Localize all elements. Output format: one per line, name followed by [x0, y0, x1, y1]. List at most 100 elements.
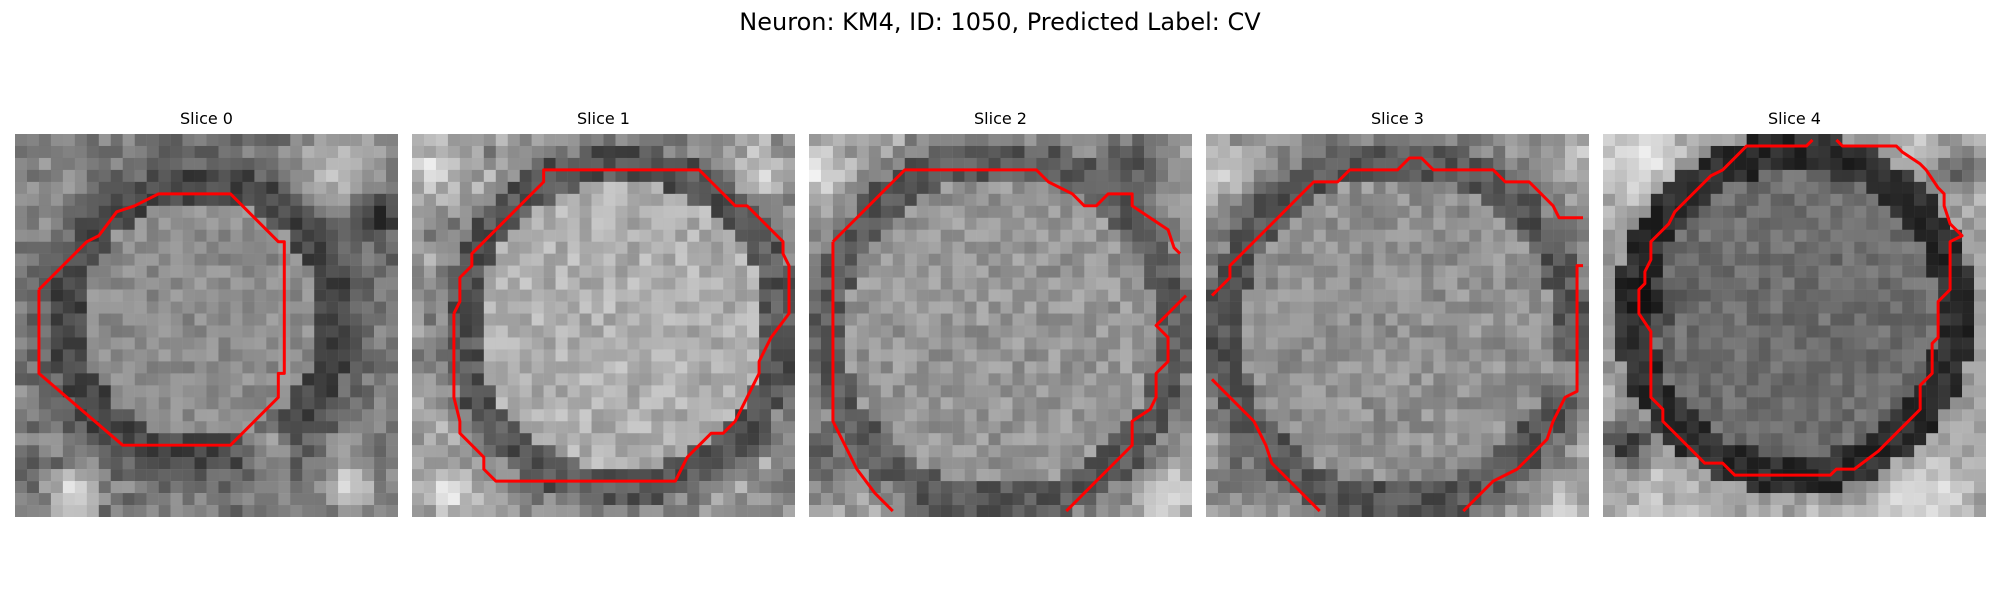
- slice-pixel: [1938, 397, 1951, 410]
- slice-pixel: [747, 193, 760, 207]
- slice-pixel: [627, 373, 640, 386]
- slice-pixel: [651, 157, 664, 171]
- slice-pixel: [1132, 493, 1145, 506]
- slice-pixel: [1168, 205, 1181, 219]
- slice-pixel: [1132, 421, 1145, 434]
- slice-pixel: [1301, 217, 1314, 230]
- slice-pixel: [1120, 373, 1133, 386]
- slice-pixel: [771, 313, 784, 326]
- slice-pixel: [1842, 205, 1855, 219]
- slice-pixel: [1180, 217, 1192, 230]
- slice-pixel: [783, 169, 795, 183]
- slice-pixel: [495, 493, 508, 506]
- slice-pixel: [134, 205, 147, 219]
- slice-pixel: [374, 253, 387, 266]
- slice-pixel: [1710, 253, 1723, 266]
- slice-pixel: [1914, 325, 1927, 338]
- slice-pixel: [591, 433, 604, 446]
- slice-pixel: [50, 349, 64, 362]
- slice-pixel: [26, 493, 40, 506]
- slice-pixel: [1926, 277, 1939, 290]
- slice-pixel: [1950, 313, 1963, 326]
- slice-pixel: [459, 301, 473, 314]
- slice-pixel: [122, 134, 135, 147]
- slice-pixel: [1433, 301, 1446, 314]
- slice-pixel: [98, 469, 111, 482]
- slice-pixel: [1614, 205, 1628, 219]
- slice-pixel: [495, 253, 508, 266]
- slice-pixel: [459, 289, 473, 302]
- slice-pixel: [507, 325, 520, 338]
- slice-pixel: [338, 229, 351, 242]
- slice-pixel: [1950, 325, 1963, 338]
- slice-pixel: [1878, 337, 1891, 350]
- slice-pixel: [495, 361, 508, 374]
- slice-pixel: [1577, 253, 1589, 266]
- slice-pixel: [278, 229, 291, 242]
- slice-pixel: [1926, 301, 1939, 314]
- slice-pixel: [809, 253, 822, 266]
- slice-pixel: [350, 325, 363, 338]
- slice-pixel: [1445, 397, 1458, 410]
- slice-pixel: [1830, 349, 1843, 362]
- slice-pixel: [651, 265, 664, 278]
- slice-pixel: [326, 134, 339, 147]
- slice-pixel: [495, 445, 508, 458]
- slice-pixel: [1553, 193, 1566, 207]
- slice-pixel: [603, 265, 616, 278]
- slice-pixel: [1385, 193, 1398, 207]
- slice-pixel: [459, 397, 473, 410]
- slice-pixel: [1120, 337, 1133, 350]
- slice-pixel: [170, 193, 183, 207]
- slice-pixel: [531, 277, 544, 290]
- slice-pixel: [1565, 349, 1578, 362]
- slice-pixel: [1373, 145, 1386, 159]
- slice-pixel: [844, 205, 858, 219]
- slice-pixel: [1529, 433, 1542, 446]
- slice-pixel: [1409, 493, 1422, 506]
- slice-pixel: [1313, 313, 1326, 326]
- slice-pixel: [1180, 481, 1192, 494]
- slice-pixel: [1603, 409, 1616, 422]
- slice-pixel: [615, 229, 628, 242]
- slice-pixel: [134, 385, 147, 398]
- slice-pixel: [627, 337, 640, 350]
- slice-pixel: [435, 349, 449, 362]
- slice-pixel: [1698, 397, 1711, 410]
- slice-pixel: [86, 253, 100, 266]
- slice-pixel: [1710, 373, 1723, 386]
- slice-pixel: [1229, 493, 1243, 506]
- slice-pixel: [1734, 157, 1747, 171]
- slice-pixel: [1770, 181, 1783, 195]
- slice-pixel: [146, 337, 159, 350]
- slice-pixel: [940, 445, 953, 458]
- slice-pixel: [206, 481, 219, 494]
- slice-pixel: [1722, 301, 1735, 314]
- slice-image-2: [809, 134, 1192, 517]
- slice-pixel: [1577, 301, 1589, 314]
- slice-pixel: [1036, 481, 1049, 494]
- slice-pixel: [627, 361, 640, 374]
- slice-pixel: [495, 505, 508, 517]
- slice-pixel: [314, 457, 327, 470]
- slice-pixel: [747, 181, 760, 195]
- slice-pixel: [904, 157, 917, 171]
- slice-pixel: [447, 217, 461, 230]
- slice-pixel: [1289, 217, 1302, 230]
- slice-pixel: [1698, 325, 1711, 338]
- slice-pixel: [1409, 145, 1422, 159]
- slice-pixel: [1782, 313, 1795, 326]
- slice-pixel: [1132, 145, 1145, 159]
- slice-pixel: [1722, 253, 1735, 266]
- slice-pixel: [627, 301, 640, 314]
- slice-pixel: [1000, 157, 1013, 171]
- slice-pixel: [639, 337, 652, 350]
- slice-pixel: [892, 241, 905, 254]
- slice-pixel: [471, 349, 485, 362]
- slice-pixel: [771, 181, 784, 195]
- slice-pixel: [206, 373, 219, 386]
- slice-pixel: [1421, 277, 1434, 290]
- slice-pixel: [338, 193, 351, 207]
- slice-pixel: [1565, 337, 1578, 350]
- slice-pixel: [832, 397, 846, 410]
